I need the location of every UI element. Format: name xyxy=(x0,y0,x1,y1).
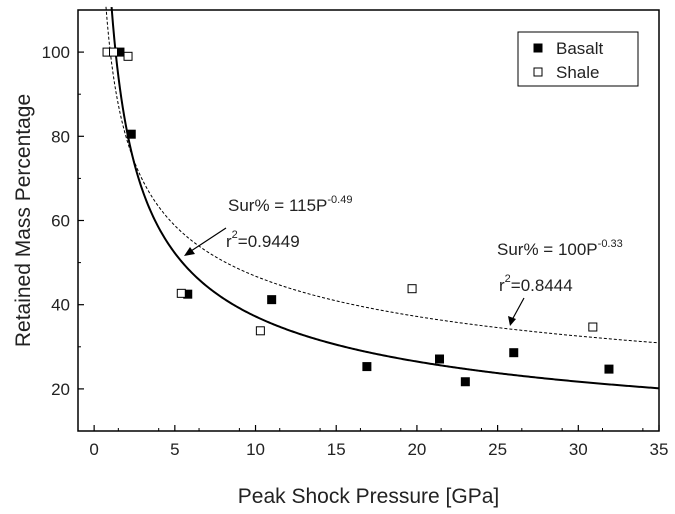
basalt-point xyxy=(126,129,136,139)
y-tick-label: 20 xyxy=(51,380,70,399)
basalt-point xyxy=(460,377,470,387)
basalt-point xyxy=(435,354,445,364)
x-tick-label: 5 xyxy=(170,440,179,459)
y-tick-label: 100 xyxy=(42,43,70,62)
x-tick-label: 30 xyxy=(569,440,588,459)
x-tick-label: 35 xyxy=(650,440,669,459)
basalt-fit-exponent: -0.49 xyxy=(327,194,352,206)
basalt-fit-r-squared: r2=0.9449 xyxy=(226,229,300,251)
y-axis-title: Retained Mass Percentage xyxy=(12,94,35,347)
basalt-annotation-arrow xyxy=(187,227,227,254)
y-tick-label: 60 xyxy=(51,212,70,231)
legend-box xyxy=(517,31,639,87)
basalt-annotation-arrowhead xyxy=(184,247,195,256)
shale-fit-exponent: -0.33 xyxy=(598,238,623,250)
axis-ticks: 0 5 10 15 20 25 30 35 20 40 60 80 100 xyxy=(42,9,669,459)
fit-curve-basalt xyxy=(110,6,660,390)
basalt-point xyxy=(362,362,372,372)
shale-point xyxy=(407,284,417,294)
shale-r2-symbol: r xyxy=(499,276,505,295)
basalt-point xyxy=(604,364,614,374)
x-tick-label: 10 xyxy=(246,440,265,459)
basalt-r2-value: =0.9449 xyxy=(238,232,300,251)
x-tick-label: 25 xyxy=(488,440,507,459)
shale-annotation-arrow xyxy=(511,297,525,321)
basalt-fit-equation: Sur% = 115P-0.49 xyxy=(228,194,352,215)
fit-curve-shale xyxy=(105,6,660,344)
basalt-fit-equation-base: Sur% = 115P xyxy=(228,196,327,215)
basalt-r2-symbol: r xyxy=(226,232,232,251)
shale-r2-value: =0.8444 xyxy=(511,276,573,295)
basalt-point xyxy=(509,348,519,358)
x-tick-label: 0 xyxy=(89,440,98,459)
basalt-r2-superscript: 2 xyxy=(232,229,238,241)
legend: Basalt Shale xyxy=(517,31,639,87)
legend-label-basalt: Basalt xyxy=(556,39,604,58)
shale-point xyxy=(255,326,265,336)
shale-r2-superscript: 2 xyxy=(505,273,511,285)
x-tick-label: 15 xyxy=(327,440,346,459)
shale-annotation-arrowhead xyxy=(508,316,516,326)
shale-point xyxy=(109,47,119,57)
shale-point xyxy=(588,322,598,332)
legend-label-shale: Shale xyxy=(556,63,599,82)
shale-fit-r-squared: r2=0.8444 xyxy=(499,273,573,295)
fit-curves xyxy=(105,6,660,390)
shale-fit-equation: Sur% = 100P-0.33 xyxy=(497,238,623,259)
data-points xyxy=(102,47,614,387)
legend-marker-shale xyxy=(533,67,543,77)
y-tick-label: 80 xyxy=(51,127,70,146)
shale-fit-equation-base: Sur% = 100P xyxy=(497,240,598,259)
x-tick-label: 20 xyxy=(407,440,426,459)
basalt-point xyxy=(267,295,277,305)
y-tick-label: 40 xyxy=(51,296,70,315)
shale-point xyxy=(123,51,133,61)
legend-marker-basalt xyxy=(533,43,543,53)
x-axis-title: Peak Shock Pressure [GPa] xyxy=(238,485,499,508)
shale-point xyxy=(176,288,186,298)
